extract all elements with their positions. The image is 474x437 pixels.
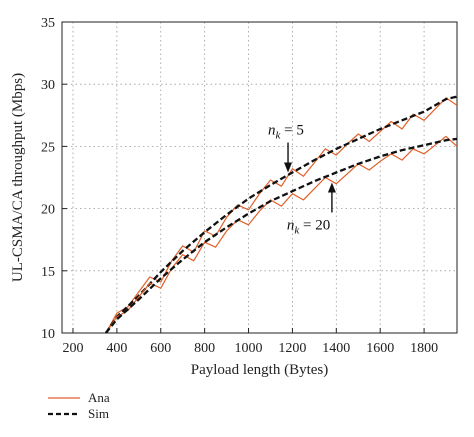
y-tick-label: 25 bbox=[41, 140, 55, 155]
x-tick-label: 200 bbox=[62, 341, 83, 356]
y-tick-label: 10 bbox=[41, 327, 55, 342]
legend-ana-label: Ana bbox=[88, 390, 110, 405]
annotation-label-nk20: nk = 20 bbox=[287, 217, 330, 236]
annotation-group: nk = 5 nk = 20 bbox=[268, 123, 336, 236]
x-axis-label: Payload length (Bytes) bbox=[191, 362, 328, 378]
x-tick-label: 400 bbox=[106, 341, 127, 356]
y-tick-label: 20 bbox=[41, 203, 55, 218]
x-tick-label: 1000 bbox=[235, 341, 263, 356]
x-tick-label: 1400 bbox=[322, 341, 350, 356]
x-tick-label: 800 bbox=[194, 341, 215, 356]
annotation-arrowhead-nk5 bbox=[284, 162, 293, 173]
series-group bbox=[104, 95, 457, 333]
grid-lines bbox=[62, 22, 457, 333]
legend: Ana Sim bbox=[48, 390, 110, 421]
y-tick-label: 30 bbox=[41, 78, 55, 93]
x-tick-label: 600 bbox=[150, 341, 171, 356]
y-axis-label: UL-CSMA/CA throughput (Mbps) bbox=[10, 73, 26, 282]
series-line-ana-nk20 bbox=[105, 135, 457, 333]
series-line-sim-nk20 bbox=[105, 137, 457, 333]
y-tick-label: 35 bbox=[41, 16, 55, 31]
axis-ticks: 200 400 600 800 1000 1200 1400 1600 1800 10 15 20 25… bbox=[41, 16, 438, 356]
x-tick-label: 1600 bbox=[366, 341, 394, 356]
legend-sim-label: Sim bbox=[88, 406, 109, 421]
y-tick-label: 15 bbox=[41, 265, 55, 280]
x-tick-label: 1200 bbox=[278, 341, 306, 356]
x-tick-label: 1800 bbox=[410, 341, 438, 356]
plot-area-frame bbox=[61, 21, 458, 334]
annotation-arrowhead-nk20 bbox=[327, 182, 336, 193]
annotation-label-nk5: nk = 5 bbox=[268, 123, 304, 142]
series-line-sim-nk5 bbox=[104, 95, 457, 333]
